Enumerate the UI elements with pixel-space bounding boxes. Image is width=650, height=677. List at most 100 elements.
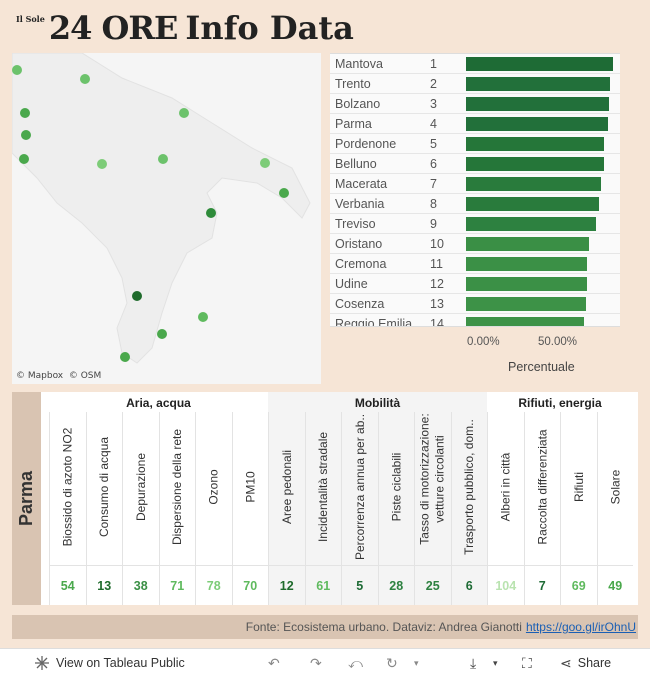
ranking-bar[interactable] [466, 157, 604, 171]
indicator-column[interactable]: Raccolta differenziata 7 [523, 412, 560, 605]
ranking-row[interactable]: Cremona 11 [330, 254, 620, 274]
indicator-label: Rifiuti [571, 471, 586, 503]
indicator-column[interactable]: Solare 49 [596, 412, 633, 605]
map-city-point[interactable] [198, 312, 208, 322]
ranking-position: 8 [430, 196, 437, 211]
map-city-point[interactable] [179, 108, 189, 118]
map-city-point[interactable] [12, 65, 22, 75]
map-city-point[interactable] [120, 352, 130, 362]
redo-icon[interactable]: ↷ [310, 654, 322, 671]
refresh-icon[interactable]: ↻ [386, 654, 398, 671]
ranking-row[interactable]: Pordenone 5 [330, 134, 620, 154]
ranking-bar[interactable] [466, 177, 601, 191]
ranking-row[interactable]: Trento 2 [330, 74, 620, 94]
selected-city-label: Parma [16, 470, 37, 527]
indicator-value: 78 [196, 565, 232, 605]
ranking-bar[interactable] [466, 137, 604, 151]
ranking-city-label: Macerata [335, 176, 388, 191]
ranking-bar[interactable] [466, 297, 586, 311]
map-city-point[interactable] [157, 329, 167, 339]
ranking-position: 5 [430, 136, 437, 151]
ranking-row[interactable]: Treviso 9 [330, 214, 620, 234]
ranking-bar[interactable] [466, 97, 609, 111]
map-city-point[interactable] [260, 158, 270, 168]
tableau-logo-icon [35, 656, 49, 670]
ranking-bar[interactable] [466, 317, 585, 326]
ranking-bar[interactable] [466, 57, 613, 71]
fullscreen-icon[interactable]: ⛶ [522, 654, 532, 671]
ranking-position: 13 [430, 296, 444, 311]
ranking-row[interactable]: Cosenza 13 [330, 294, 620, 314]
ranking-city-label: Belluno [335, 156, 377, 171]
source-link[interactable]: https://goo.gl/irOhnU [525, 620, 636, 634]
indicator-group-header: Aria, acqua [126, 396, 191, 410]
ranking-row[interactable]: Bolzano 3 [330, 94, 620, 114]
indicator-label: Ozono [206, 469, 221, 505]
indicator-column[interactable]: Aree pedonali 12 [268, 412, 305, 605]
view-on-tableau-button[interactable]: View on Tableau Public [34, 655, 185, 671]
indicator-column[interactable]: Trasporto pubblico, dom.. 6 [450, 412, 487, 605]
indicator-column[interactable]: Percorrenza annua per ab.. 5 [341, 412, 378, 605]
ranking-row[interactable]: Verbania 8 [330, 194, 620, 214]
map-attribution: © Mapbox © OSM [16, 371, 101, 381]
map-canvas[interactable] [12, 53, 321, 384]
map-city-point[interactable] [158, 154, 168, 164]
selected-city-column: Parma [12, 392, 41, 605]
indicator-column[interactable]: Biossido di azoto NO2 54 [49, 412, 86, 605]
ranking-row[interactable]: Macerata 7 [330, 174, 620, 194]
ranking-position: 11 [430, 256, 443, 271]
ranking-row[interactable]: Oristano 10 [330, 234, 620, 254]
refresh-chevron-down-icon[interactable]: ▾ [414, 657, 419, 668]
indicator-value: 38 [123, 565, 159, 605]
indicator-label: Percorrenza annua per ab.. [352, 413, 367, 561]
indicator-column[interactable]: Dispersione della rete 71 [158, 412, 195, 605]
map[interactable]: © Mapbox © OSM [12, 53, 321, 384]
ranking-row[interactable]: Parma 4 [330, 114, 620, 134]
indicator-column[interactable]: Incidentalità stradale 61 [304, 412, 341, 605]
ranking-row[interactable]: Reggio Emilia 14 [330, 314, 620, 326]
map-city-point[interactable] [279, 188, 289, 198]
share-label: Share [577, 656, 612, 670]
undo-icon[interactable]: ↶ [268, 654, 280, 671]
indicator-column[interactable]: PM10 70 [231, 412, 268, 605]
map-city-point[interactable] [19, 154, 29, 164]
logo: Il Sole 24 ORE Info Data [16, 8, 354, 48]
map-city-point[interactable] [97, 159, 107, 169]
indicator-value: 49 [597, 565, 633, 605]
indicator-column[interactable]: Alberi in città 104 [487, 412, 524, 605]
osm-attribution[interactable]: © OSM [68, 371, 102, 381]
ranking-bar[interactable] [466, 197, 600, 211]
indicator-column[interactable]: Piste ciclabili 28 [377, 412, 414, 605]
ranking-bar-chart[interactable]: Mantova 1 Trento 2 Bolzano 3 Parma 4 Pordenone 5 B… [330, 53, 620, 327]
ranking-row[interactable]: Belluno 6 [330, 154, 620, 174]
ranking-position: 6 [430, 156, 437, 171]
ranking-bar[interactable] [466, 237, 589, 251]
indicator-column[interactable]: Ozono 78 [195, 412, 232, 605]
ranking-bar[interactable] [466, 257, 588, 271]
indicator-column[interactable]: Tasso di motorizzazione: vetture circolan… [414, 412, 451, 605]
indicator-column[interactable]: Consumo di acqua 13 [85, 412, 122, 605]
ranking-bar[interactable] [466, 77, 610, 91]
indicator-column[interactable]: Depurazione 38 [122, 412, 159, 605]
ranking-row[interactable]: Mantova 1 [330, 54, 620, 74]
download-chevron-down-icon[interactable]: ▾ [493, 657, 498, 668]
map-city-point[interactable] [206, 208, 216, 218]
ranking-row[interactable]: Udine 12 [330, 274, 620, 294]
download-icon[interactable]: ⤓ [470, 654, 477, 671]
indicator-label: Consumo di acqua [97, 436, 112, 538]
indicator-column[interactable]: Rifiuti 69 [560, 412, 597, 605]
ranking-city-label: Bolzano [335, 96, 381, 111]
ranking-bar[interactable] [466, 217, 597, 231]
ranking-position: 7 [430, 176, 437, 191]
share-button[interactable]: ⋖ Share [560, 655, 611, 672]
indicator-value: 5 [342, 565, 378, 605]
ranking-bar[interactable] [466, 277, 588, 291]
map-city-point[interactable] [21, 130, 31, 140]
indicator-value: 12 [269, 565, 305, 605]
ranking-bar[interactable] [466, 117, 609, 131]
mapbox-attribution[interactable]: © Mapbox [16, 371, 64, 381]
map-city-point[interactable] [132, 291, 142, 301]
map-city-point[interactable] [80, 74, 90, 84]
revert-icon[interactable]: ⤺ [348, 654, 363, 671]
map-city-point[interactable] [20, 108, 30, 118]
